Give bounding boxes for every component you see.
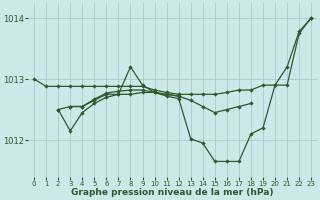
X-axis label: Graphe pression niveau de la mer (hPa): Graphe pression niveau de la mer (hPa) bbox=[71, 188, 274, 197]
